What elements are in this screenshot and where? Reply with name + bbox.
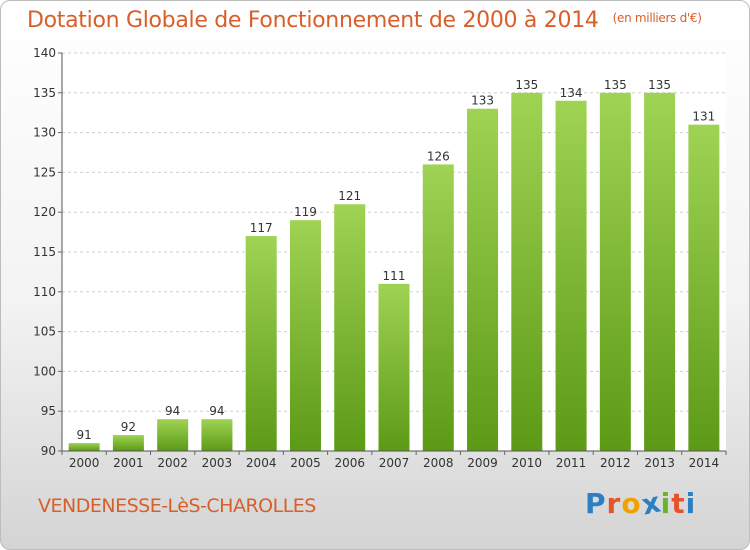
x-tick-label: 2011 — [556, 456, 587, 470]
x-tick-label: 2014 — [689, 456, 720, 470]
x-tick-label: 2012 — [600, 456, 631, 470]
x-tick-label: 2007 — [379, 456, 410, 470]
x-tick-label: 2006 — [334, 456, 365, 470]
x-tick-label: 2003 — [202, 456, 233, 470]
x-tick-label: 2004 — [246, 456, 277, 470]
y-tick-label: 115 — [33, 245, 56, 259]
proxiti-logo[interactable]: Proxiti — [585, 485, 697, 521]
bar — [289, 220, 321, 451]
x-tick-label: 2009 — [467, 456, 498, 470]
logo-letter: t — [671, 487, 686, 520]
data-labels: 91 92 94 94 117 119 121 111 126 133 135 134 135 135 13… — [76, 78, 715, 442]
x-tick-label: 2001 — [113, 456, 144, 470]
y-tick-label: 105 — [33, 325, 56, 339]
bar — [688, 124, 720, 451]
bar — [422, 164, 454, 451]
bar — [555, 100, 587, 451]
chart-title-text: Dotation Globale de Fonctionnement de 20… — [27, 8, 599, 33]
x-tick-label: 2013 — [644, 456, 675, 470]
chart-title: Dotation Globale de Fonctionnement de 20… — [27, 8, 702, 33]
x-tick-labels: 2000 2001 2002 2003 2004 2005 2006 2007 2008 2009… — [61, 451, 727, 470]
logo-letter: i — [660, 487, 672, 520]
y-tick-label: 95 — [41, 404, 56, 418]
y-tick-label: 125 — [33, 165, 56, 179]
y-tick-label: 110 — [33, 285, 56, 299]
y-tick-label: 90 — [41, 444, 56, 458]
data-label: 135 — [515, 78, 538, 92]
bar — [511, 92, 543, 452]
bar — [201, 419, 233, 451]
data-label: 94 — [165, 404, 180, 418]
logo-letter: P — [585, 487, 607, 520]
data-label: 91 — [76, 428, 91, 442]
data-label: 131 — [692, 110, 715, 124]
y-tick-label: 100 — [33, 364, 56, 378]
y-tick-labels: 90 95 100 105 110 115 120 125 130 135 140 — [33, 46, 62, 458]
data-label: 133 — [471, 94, 494, 108]
data-label: 119 — [294, 205, 317, 219]
x-tick-label: 2005 — [290, 456, 321, 470]
data-label: 111 — [383, 269, 406, 283]
commune-name: VENDENESSE-LèS-CHAROLLES — [38, 495, 316, 517]
bar — [68, 443, 100, 451]
data-label: 117 — [250, 221, 273, 235]
bar — [157, 419, 189, 451]
bar — [467, 108, 499, 451]
y-tick-label: 120 — [33, 205, 56, 219]
logo-letter: o — [621, 487, 642, 520]
bar — [644, 92, 676, 452]
bar — [245, 236, 277, 451]
data-label: 94 — [209, 404, 224, 418]
logo-letter: r — [606, 487, 622, 520]
y-tick-label: 135 — [33, 86, 56, 100]
chart-unit-note: (en milliers d'€) — [612, 11, 702, 25]
bars — [68, 92, 720, 452]
y-tick-label: 130 — [33, 126, 56, 140]
data-label: 135 — [648, 78, 671, 92]
data-label: 135 — [604, 78, 627, 92]
data-label: 121 — [338, 189, 361, 203]
y-tick-label: 140 — [33, 46, 56, 60]
bar — [334, 204, 366, 451]
data-label: 134 — [560, 86, 583, 100]
logo-letter: i — [685, 487, 697, 520]
x-tick-label: 2002 — [157, 456, 188, 470]
x-tick-label: 2008 — [423, 456, 454, 470]
bar — [378, 283, 410, 451]
bar — [599, 92, 631, 452]
data-label: 92 — [121, 420, 136, 434]
x-tick-label: 2010 — [512, 456, 543, 470]
x-tick-label: 2000 — [69, 456, 100, 470]
data-label: 126 — [427, 149, 450, 163]
bar — [112, 435, 144, 451]
